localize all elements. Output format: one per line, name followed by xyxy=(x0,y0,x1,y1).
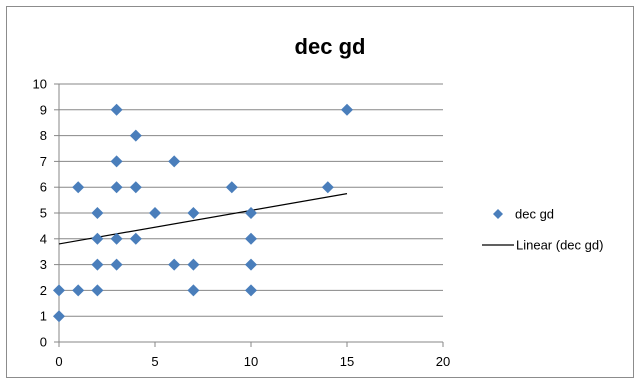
data-point xyxy=(225,181,238,194)
gridlines xyxy=(59,83,443,317)
data-point xyxy=(53,284,65,297)
y-tick-label: 1 xyxy=(40,309,47,324)
y-tick-label: 5 xyxy=(40,206,47,221)
data-point xyxy=(168,155,181,168)
data-point xyxy=(245,232,257,245)
legend-label-series: dec gd xyxy=(515,207,554,222)
y-tick-label: 0 xyxy=(40,335,47,350)
y-tick-label: 6 xyxy=(40,180,47,195)
y-tick-label: 7 xyxy=(40,154,47,169)
data-point xyxy=(110,258,123,271)
data-point xyxy=(91,258,104,271)
data-point xyxy=(129,181,142,194)
data-point xyxy=(110,155,123,168)
data-points xyxy=(53,103,353,323)
y-tick-label: 2 xyxy=(40,283,47,298)
legend-label-trendline: Linear (dec gd) xyxy=(516,238,603,253)
y-tick-label: 8 xyxy=(40,128,47,143)
data-point xyxy=(91,232,104,245)
data-point xyxy=(91,284,104,297)
trendline-layer xyxy=(58,193,348,245)
legend-marker-series xyxy=(493,209,503,219)
y-tick-label: 3 xyxy=(40,257,47,272)
data-point xyxy=(168,258,181,271)
y-tick-label: 9 xyxy=(40,102,47,117)
data-point xyxy=(72,181,85,194)
data-point xyxy=(245,258,257,271)
data-point xyxy=(110,181,123,194)
data-point xyxy=(129,129,142,142)
chart-title: dec gd xyxy=(295,34,366,59)
data-point xyxy=(91,207,104,219)
data-point xyxy=(321,181,334,194)
data-point xyxy=(72,284,85,297)
data-point xyxy=(129,232,142,245)
x-tick-label: 20 xyxy=(436,354,450,369)
x-tick-label: 10 xyxy=(244,354,258,369)
legend: dec gd Linear (dec gd) xyxy=(482,207,603,253)
y-tick-label: 10 xyxy=(33,77,47,92)
x-tick-label: 5 xyxy=(151,354,158,369)
data-point xyxy=(187,284,200,297)
data-point xyxy=(187,258,200,271)
data-point xyxy=(245,284,257,297)
x-tick-label: 15 xyxy=(340,354,354,369)
trendline xyxy=(58,193,348,245)
data-point xyxy=(149,207,161,219)
data-point xyxy=(187,207,200,219)
data-point xyxy=(110,232,123,245)
y-tick-label: 4 xyxy=(40,231,47,246)
axes: 0 1 2 3 4 5 6 7 8 9 10 0 5 10 15 20 xyxy=(33,77,451,370)
data-point xyxy=(110,103,123,116)
data-point xyxy=(245,207,257,219)
x-tick-label: 0 xyxy=(55,354,62,369)
data-point xyxy=(53,310,65,323)
data-point xyxy=(341,103,353,116)
